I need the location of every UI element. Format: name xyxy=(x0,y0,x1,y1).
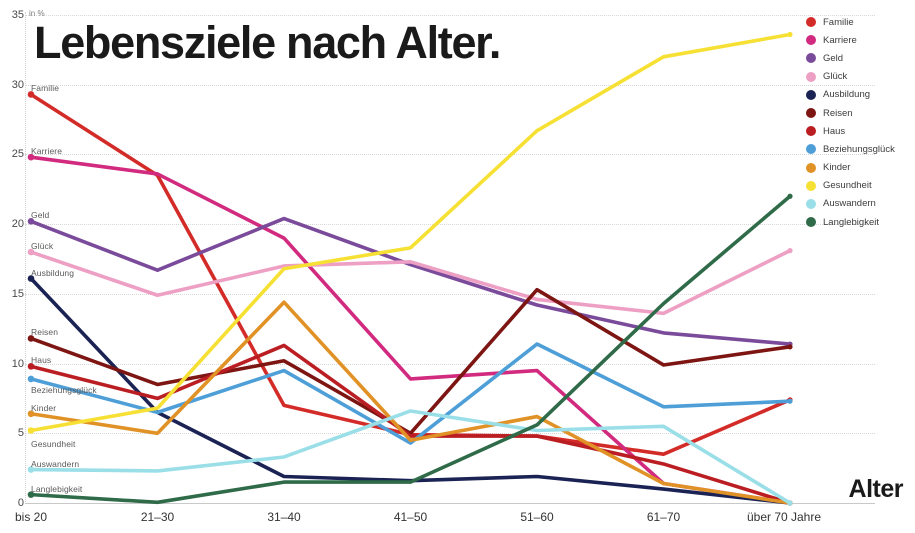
gridline xyxy=(25,15,875,16)
series-inline-label: Familie xyxy=(31,83,60,94)
legend-color-dot-icon xyxy=(806,53,816,64)
legend-item[interactable]: Familie xyxy=(806,13,914,31)
legend-item[interactable]: Reisen xyxy=(806,104,914,122)
legend-item-label: Kinder xyxy=(823,162,851,174)
series-inline-label: Karriere xyxy=(31,146,63,157)
legend-item[interactable]: Langlebigkeit xyxy=(806,213,914,231)
x-axis-tick-label: 31–40 xyxy=(267,510,301,524)
x-axis-title: Alter xyxy=(848,475,904,503)
series-line xyxy=(29,194,792,505)
series-line xyxy=(29,409,792,505)
gridline xyxy=(25,154,875,156)
series-line xyxy=(29,248,792,316)
series-inline-label: Langlebigkeit xyxy=(31,483,83,494)
series-inline-label: Glück xyxy=(31,241,54,252)
series-line xyxy=(29,300,792,505)
series-end-marker xyxy=(787,248,793,254)
series-end-marker xyxy=(787,31,793,38)
series-end-marker xyxy=(787,344,793,350)
series-line xyxy=(29,32,792,433)
y-axis-tick-label: 35 xyxy=(11,9,24,21)
legend-item[interactable]: Geld xyxy=(806,49,914,67)
gridline xyxy=(25,433,875,435)
legend-item-label: Auswandern xyxy=(823,198,876,210)
y-axis-tick-label: 0 xyxy=(17,497,24,509)
legend-color-dot-icon xyxy=(806,126,816,137)
legend-item-label: Karriere xyxy=(823,34,857,46)
legend-color-dot-icon xyxy=(806,17,816,28)
legend-item-label: Ausbildung xyxy=(823,89,871,101)
legend-color-dot-icon xyxy=(806,180,816,191)
x-axis-tick-label: über 70 Jahre xyxy=(746,510,822,524)
series-line xyxy=(29,276,792,505)
series-inline-label: Geld xyxy=(31,210,50,221)
legend-color-dot-icon xyxy=(806,198,816,209)
y-axis-tick-label: 10 xyxy=(11,357,24,370)
legend-color-dot-icon xyxy=(806,89,816,100)
series-line xyxy=(29,342,792,445)
series-end-marker xyxy=(787,341,793,347)
series-line xyxy=(29,155,792,505)
legend-item-label: Familie xyxy=(823,16,854,28)
legend-item-label: Beziehungsglück xyxy=(823,143,895,155)
x-axis-tick-label: bis 20 xyxy=(14,510,48,524)
gridline xyxy=(25,84,875,86)
y-axis-tick-label: 15 xyxy=(11,287,24,300)
legend-color-dot-icon xyxy=(806,217,816,228)
series-inline-label: Auswandern xyxy=(31,458,80,469)
legend-item[interactable]: Karriere xyxy=(806,31,914,49)
series-inline-label: Ausbildung xyxy=(31,267,75,278)
gridline xyxy=(25,363,875,365)
x-axis-tick-label: 61–70 xyxy=(646,510,681,524)
legend-item-label: Glück xyxy=(823,71,848,83)
series-inline-label: Beziehungsglück xyxy=(31,384,97,395)
series-end-marker xyxy=(787,397,793,403)
x-axis-tick-label: 41–50 xyxy=(393,510,428,524)
legend-item-label: Reisen xyxy=(823,107,853,119)
series-line xyxy=(29,343,792,505)
legend-item[interactable]: Ausbildung xyxy=(806,86,914,104)
legend-item[interactable]: Auswandern xyxy=(806,195,914,213)
series-start-marker xyxy=(27,375,35,383)
legend-color-dot-icon xyxy=(806,162,816,173)
legend-item[interactable]: Beziehungsglück xyxy=(806,140,914,158)
series-inline-label: Kinder xyxy=(31,402,57,413)
legend: Familie Karriere Geld Glück Ausbildung Reisen… xyxy=(806,13,914,231)
y-axis-line xyxy=(25,12,26,504)
legend-item-label: Gesundheit xyxy=(823,180,872,192)
series-line xyxy=(29,92,792,457)
series-inline-label: Gesundheit xyxy=(31,439,76,450)
legend-item-label: Geld xyxy=(823,52,844,64)
series-end-marker xyxy=(787,398,793,404)
gridline xyxy=(25,224,875,226)
y-axis-tick-label: 20 xyxy=(11,218,24,231)
x-axis-tick-label: 21–30 xyxy=(140,510,175,524)
series-inline-label: Haus xyxy=(31,355,52,366)
gridline xyxy=(25,293,875,295)
page-title: Lebensziele nach Alter. xyxy=(34,17,501,68)
series-line xyxy=(29,216,792,346)
legend-item-label: Haus xyxy=(823,125,846,137)
legend-item[interactable]: Glück xyxy=(806,68,914,86)
legend-color-dot-icon xyxy=(806,71,816,82)
series-inline-label: Reisen xyxy=(31,327,59,338)
legend-item[interactable]: Gesundheit xyxy=(806,177,914,195)
y-axis: 0 5 10 15 20 25 30 35 xyxy=(0,0,24,533)
series-line xyxy=(29,287,792,436)
y-axis-tick-label: 5 xyxy=(17,427,24,440)
legend-color-dot-icon xyxy=(806,108,816,119)
x-axis-tick-label: 51–60 xyxy=(520,510,554,524)
y-axis-tick-label: 25 xyxy=(11,148,24,161)
legend-item-label: Langlebigkeit xyxy=(823,216,879,228)
legend-color-dot-icon xyxy=(806,144,816,155)
y-axis-tick-label: 30 xyxy=(11,78,24,91)
legend-item[interactable]: Haus xyxy=(806,122,914,140)
legend-color-dot-icon xyxy=(806,35,816,46)
x-axis-line xyxy=(25,503,875,504)
series-end-marker xyxy=(787,193,793,199)
legend-item[interactable]: Kinder xyxy=(806,159,914,177)
y-axis-unit-label: in % xyxy=(29,9,45,18)
